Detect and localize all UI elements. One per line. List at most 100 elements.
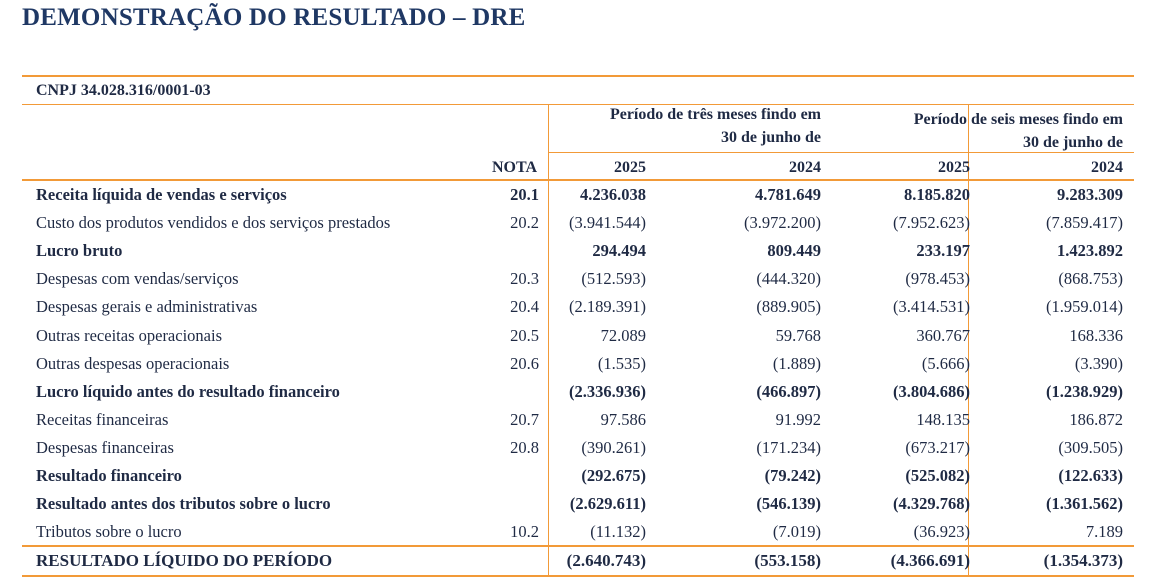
cnpj-label: CNPJ 34.028.316/0001-03 bbox=[36, 82, 211, 99]
total-top-rule bbox=[22, 545, 1134, 547]
period-rule bbox=[549, 152, 1134, 153]
row-label: Receitas financeiras bbox=[36, 409, 169, 429]
row-value-6m-2025: (3.414.531) bbox=[893, 297, 970, 317]
row-value-3m-2024: (546.139) bbox=[756, 494, 821, 514]
row-value-6m-2025: 233.197 bbox=[916, 241, 970, 261]
total-row: RESULTADO LÍQUIDO DO PERÍODO (2.640.743)… bbox=[22, 547, 1134, 575]
period-6m-header: Período de seis meses findo em 30 de jun… bbox=[914, 108, 1123, 154]
row-label: Lucro bruto bbox=[36, 241, 123, 261]
income-statement-table: CNPJ 34.028.316/0001-03 Período de três … bbox=[22, 75, 1134, 578]
row-value-3m-2025: (11.132) bbox=[590, 522, 646, 542]
row-value-3m-2024: (1.889) bbox=[772, 353, 821, 373]
row-value-3m-2025: 97.586 bbox=[600, 409, 646, 429]
row-value-6m-2024: (122.633) bbox=[1058, 466, 1123, 485]
table-row: Despesas com vendas/serviços 20.3 (512.593… bbox=[22, 265, 1134, 293]
row-nota: 20.6 bbox=[510, 353, 539, 373]
year-header-2: 2024 bbox=[789, 159, 821, 176]
row-label: Lucro líquido antes do resultado finance… bbox=[36, 381, 340, 401]
top-rule bbox=[22, 75, 1134, 77]
row-value-3m-2025: 4.236.038 bbox=[580, 185, 646, 204]
row-value-3m-2024: (3.972.200) bbox=[744, 213, 821, 233]
row-value-3m-2025: 294.494 bbox=[592, 241, 646, 261]
row-value-3m-2024: 809.449 bbox=[767, 241, 821, 261]
row-value-3m-2024: (7.019) bbox=[772, 522, 821, 542]
row-value-6m-2024: 1.423.892 bbox=[1057, 241, 1123, 261]
page-title: DEMONSTRAÇÃO DO RESULTADO – DRE bbox=[22, 4, 526, 31]
row-value-6m-2024: 7.189 bbox=[1085, 522, 1123, 542]
total-label: RESULTADO LÍQUIDO DO PERÍODO bbox=[36, 551, 333, 570]
row-value-3m-2024: (171.234) bbox=[756, 437, 821, 457]
row-label: Resultado financeiro bbox=[36, 466, 182, 485]
nota-header: NOTA bbox=[491, 159, 537, 176]
total-value-3m-2024: (553.158) bbox=[754, 551, 821, 570]
row-value-3m-2025: (512.593) bbox=[581, 269, 646, 289]
table-row: Receitas financeiras 20.7 97.586 91.992 148.… bbox=[22, 406, 1134, 434]
column-divider-1 bbox=[548, 104, 549, 577]
row-value-6m-2024: (868.753) bbox=[1058, 269, 1123, 289]
total-value-6m-2025: (4.366.691) bbox=[890, 551, 970, 570]
period-3m-line1: Período de três meses findo em bbox=[609, 106, 821, 123]
row-value-6m-2025: (978.453) bbox=[905, 269, 970, 289]
period-3m-line2: 30 de junho de bbox=[720, 129, 821, 146]
column-divider-2 bbox=[968, 104, 969, 577]
row-value-3m-2025: (1.535) bbox=[597, 353, 646, 373]
row-label: Custo dos produtos vendidos e dos serviç… bbox=[36, 213, 391, 233]
row-value-6m-2024: (3.390) bbox=[1074, 353, 1123, 373]
row-value-3m-2024: (889.905) bbox=[756, 297, 821, 317]
table-row: Outras despesas operacionais 20.6 (1.535) (… bbox=[22, 350, 1134, 378]
row-nota: 20.2 bbox=[510, 213, 539, 233]
row-value-6m-2024: 186.872 bbox=[1069, 409, 1123, 429]
row-label: Despesas financeiras bbox=[36, 437, 174, 457]
year-header-1: 2025 bbox=[614, 159, 646, 176]
row-value-6m-2024: (1.361.562) bbox=[1046, 494, 1123, 514]
row-value-6m-2025: 8.185.820 bbox=[904, 185, 970, 204]
header-rule bbox=[22, 179, 1134, 181]
row-value-6m-2025: (673.217) bbox=[905, 437, 970, 457]
row-value-6m-2025: (3.804.686) bbox=[893, 381, 970, 401]
row-value-3m-2025: (2.629.611) bbox=[569, 494, 646, 514]
row-value-6m-2025: (36.923) bbox=[913, 522, 970, 542]
table-row: Custo dos produtos vendidos e dos serviç… bbox=[22, 209, 1134, 237]
row-value-3m-2024: 91.992 bbox=[775, 409, 821, 429]
period-6m-line1: Período de seis meses findo em bbox=[913, 111, 1123, 128]
row-nota: 20.7 bbox=[510, 409, 539, 429]
row-value-3m-2024: (466.897) bbox=[756, 381, 821, 401]
row-nota: 10.2 bbox=[510, 522, 539, 542]
row-value-3m-2025: (3.941.544) bbox=[569, 213, 646, 233]
row-value-3m-2025: 72.089 bbox=[600, 325, 646, 345]
row-value-3m-2024: (79.242) bbox=[764, 466, 821, 485]
period-3m-header: Período de três meses findo em 30 de jun… bbox=[610, 103, 821, 149]
row-value-3m-2025: (2.336.936) bbox=[569, 381, 646, 401]
row-value-6m-2025: (7.952.623) bbox=[893, 213, 970, 233]
row-value-6m-2024: 9.283.309 bbox=[1057, 185, 1123, 204]
table-row: Outras receitas operacionais 20.5 72.089 59… bbox=[22, 322, 1134, 350]
row-label: Outras despesas operacionais bbox=[36, 353, 230, 373]
row-label: Despesas gerais e administrativas bbox=[36, 297, 258, 317]
row-value-6m-2025: 360.767 bbox=[916, 325, 970, 345]
row-value-6m-2025: (4.329.768) bbox=[893, 494, 970, 514]
row-value-6m-2024: (1.959.014) bbox=[1046, 297, 1123, 317]
row-label: Receita líquida de vendas e serviços bbox=[36, 185, 287, 204]
row-label: Resultado antes dos tributos sobre o luc… bbox=[36, 494, 331, 514]
row-value-6m-2024: 168.336 bbox=[1069, 325, 1123, 345]
row-nota: 20.4 bbox=[510, 297, 539, 317]
row-value-6m-2024: (7.859.417) bbox=[1046, 213, 1123, 233]
table-row: Despesas gerais e administrativas 20.4 (2.… bbox=[22, 293, 1134, 321]
cnpj-rule bbox=[22, 104, 1134, 105]
row-value-3m-2024: 59.768 bbox=[775, 325, 821, 345]
row-label: Despesas com vendas/serviços bbox=[36, 269, 239, 289]
table-row: Lucro líquido antes do resultado finance… bbox=[22, 378, 1134, 406]
row-value-3m-2024: 4.781.649 bbox=[755, 185, 821, 204]
row-label: Tributos sobre o lucro bbox=[36, 522, 182, 542]
total-value-3m-2025: (2.640.743) bbox=[566, 551, 646, 570]
table-row: Tributos sobre o lucro 10.2 (11.132) (7.019… bbox=[22, 518, 1134, 546]
table-row: Resultado financeiro (292.675) (79.242) (52… bbox=[22, 462, 1134, 490]
period-6m-line2: 30 de junho de bbox=[1022, 134, 1123, 151]
row-value-6m-2025: (525.082) bbox=[905, 466, 970, 485]
table-row: Receita líquida de vendas e serviços 20.1… bbox=[22, 181, 1134, 209]
row-value-3m-2025: (292.675) bbox=[581, 466, 646, 485]
row-nota: 20.8 bbox=[510, 437, 539, 457]
table-row: Despesas financeiras 20.8 (390.261) (171.23… bbox=[22, 434, 1134, 462]
row-value-6m-2025: (5.666) bbox=[921, 353, 970, 373]
year-header-3: 2025 bbox=[938, 159, 970, 176]
